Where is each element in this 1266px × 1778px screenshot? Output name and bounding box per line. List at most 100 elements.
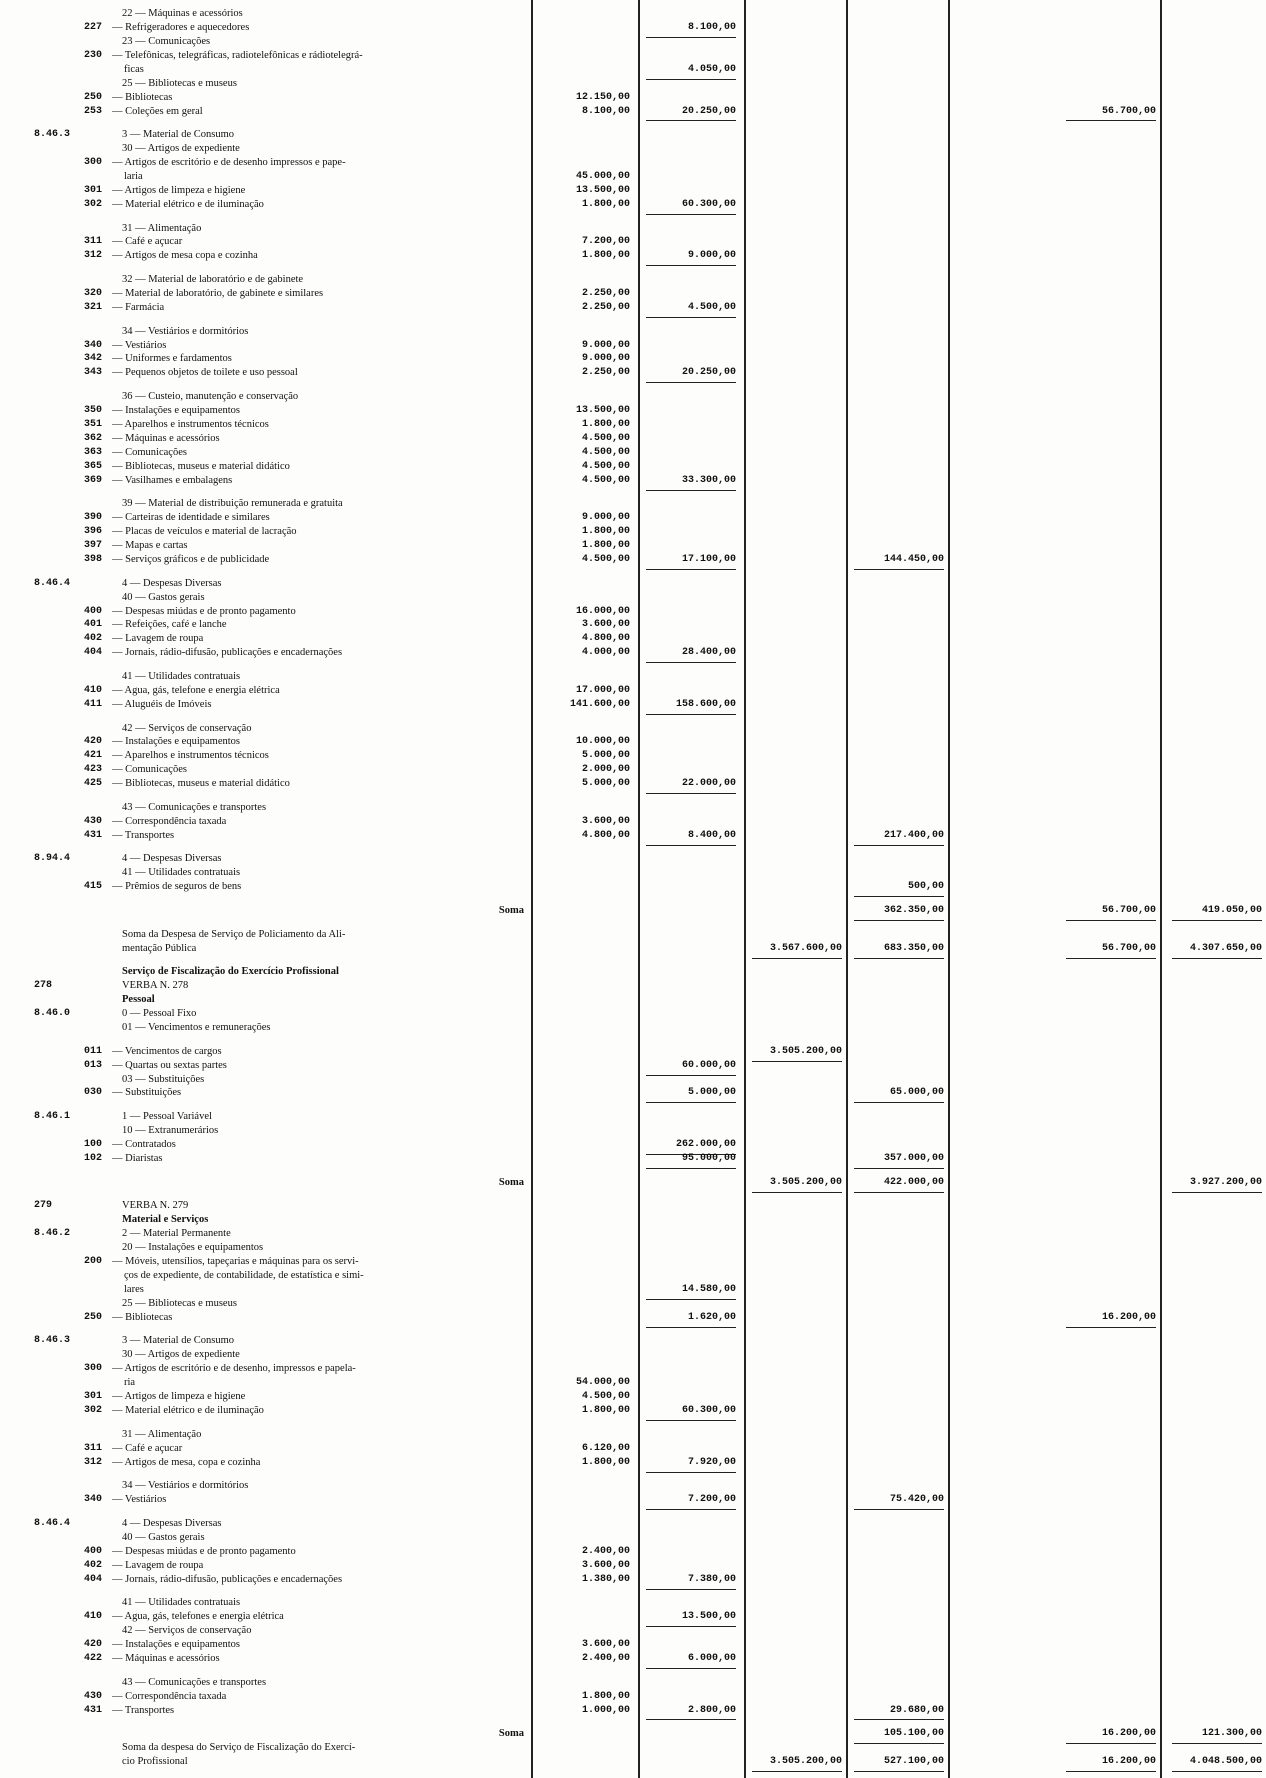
rule xyxy=(646,662,736,664)
amount: 33.300,00 xyxy=(681,474,736,486)
rule xyxy=(1172,1743,1262,1745)
amount: 2.400,00 xyxy=(581,1545,630,1557)
amount: 7.380,00 xyxy=(687,1573,736,1585)
amount: 362.350,00 xyxy=(883,905,944,917)
rule xyxy=(1066,1743,1156,1745)
heading: 4 — Despesas Diversas xyxy=(122,853,222,865)
item-text: — Bibliotecas xyxy=(112,1311,173,1323)
item-code: 402 xyxy=(84,633,103,645)
heading: 20 — Instalações e equipamentos xyxy=(122,1242,264,1254)
amount: 3.600,00 xyxy=(581,1559,630,1571)
item-text: — Jornais, rádio-difusão, publicações e … xyxy=(112,647,343,659)
rule xyxy=(1066,919,1156,921)
amount: 14.580,00 xyxy=(681,1283,736,1295)
heading: 25 — Bibliotecas e museus xyxy=(122,1297,237,1309)
total-label: Soma xyxy=(498,905,524,917)
amount: 22.000,00 xyxy=(681,778,736,790)
item-text: — Máquinas e acessórios xyxy=(112,432,220,444)
item-text: — Comunicações xyxy=(112,764,187,776)
item-text: — Uniformes e fardamentos xyxy=(112,353,232,365)
heading: VERBA N. 278 xyxy=(122,980,189,992)
rule xyxy=(854,896,944,898)
amount: 7.920,00 xyxy=(687,1456,736,1468)
amount: 4.500,00 xyxy=(581,446,630,458)
item-code: 397 xyxy=(84,540,103,552)
section-code: 8.46.4 xyxy=(34,1517,71,1529)
heading: Soma da Despesa de Serviço de Policiamen… xyxy=(122,928,346,940)
item-text: — Bibliotecas xyxy=(112,91,173,103)
amount: 4.307.650,00 xyxy=(1189,942,1262,954)
heading: 42 — Serviços de conservação xyxy=(122,1625,252,1637)
amount: 5.000,00 xyxy=(581,778,630,790)
item-text: ços de expediente, de contabilidade, de … xyxy=(124,1269,364,1281)
item-text: — Material de laboratório, de gabinete e… xyxy=(112,287,324,299)
amount: 1.000,00 xyxy=(581,1704,630,1716)
amount: 12.150,00 xyxy=(575,91,630,103)
amount: 16.200,00 xyxy=(1101,1311,1156,1323)
item-text: — Instalações e equipamentos xyxy=(112,404,240,416)
item-code: 410 xyxy=(84,1611,103,1623)
heading: 31 — Alimentação xyxy=(122,222,202,234)
section-code: 278 xyxy=(34,980,53,992)
amount: 3.600,00 xyxy=(581,815,630,827)
item-code: 030 xyxy=(84,1087,103,1099)
amount: 4.500,00 xyxy=(581,554,630,565)
rule xyxy=(646,265,736,267)
item-text: — Mapas e cartas xyxy=(112,540,188,552)
rule xyxy=(854,957,944,959)
heading: 39 — Material de distribuição remunerada… xyxy=(122,498,343,510)
item-code: 250 xyxy=(84,1311,103,1323)
heading: 31 — Alimentação xyxy=(122,1428,202,1440)
item-code: 369 xyxy=(84,474,103,486)
rule xyxy=(646,1667,736,1669)
item-code: 230 xyxy=(84,49,103,61)
rule xyxy=(646,120,736,122)
rule xyxy=(646,713,736,715)
rule xyxy=(646,844,736,846)
item-code: 400 xyxy=(84,605,103,617)
item-code: 422 xyxy=(84,1652,103,1664)
amount: 20.250,00 xyxy=(681,105,736,117)
item-code: 430 xyxy=(84,815,103,827)
rule xyxy=(1066,120,1156,122)
heading: 42 — Serviços de conservação xyxy=(122,722,252,734)
amount: 4.800,00 xyxy=(581,633,630,645)
item-code: 402 xyxy=(84,1559,103,1571)
heading: 10 — Extranumerários xyxy=(122,1125,219,1137)
rule xyxy=(646,1298,736,1300)
rule xyxy=(1172,1191,1262,1193)
column-rule xyxy=(948,0,950,1778)
section-code: 8.46.4 xyxy=(34,577,71,589)
item-code: 431 xyxy=(84,829,103,841)
rule xyxy=(646,1153,736,1155)
item-text: — Despesas miúdas e de pronto pagamento xyxy=(112,605,296,617)
amount: 1.800,00 xyxy=(581,250,630,262)
amount: 2.800,00 xyxy=(687,1704,736,1716)
item-code: 300 xyxy=(84,1363,103,1375)
rule xyxy=(646,1588,736,1590)
amount: 4.050,00 xyxy=(687,63,736,75)
item-code: 404 xyxy=(84,1573,103,1585)
item-text: — Instalações e equipamentos xyxy=(112,736,240,748)
item-code: 425 xyxy=(84,778,103,790)
amount: 7.200,00 xyxy=(581,236,630,248)
item-text: — Aparelhos e instrumentos técnicos xyxy=(112,750,269,762)
item-code: 410 xyxy=(84,684,103,696)
amount: 3.505.200,00 xyxy=(769,1176,842,1188)
item-text: — Vestiários xyxy=(112,339,167,351)
rule xyxy=(646,489,736,491)
rule xyxy=(646,78,736,80)
rule xyxy=(646,316,736,318)
amount: 3.600,00 xyxy=(581,1639,630,1651)
heading: VERBA N. 279 xyxy=(122,1200,189,1212)
rule xyxy=(646,36,736,38)
item-code: 420 xyxy=(84,1639,103,1651)
amount: 1.800,00 xyxy=(581,198,630,210)
heading: mentação Pública xyxy=(122,942,197,954)
heading: 32 — Material de laboratório e de gabine… xyxy=(122,274,304,286)
item-code: 431 xyxy=(84,1704,103,1716)
item-text: — Máquinas e acessórios xyxy=(112,1652,220,1664)
item-text: — Café e açucar xyxy=(112,236,183,248)
amount: 56.700,00 xyxy=(1101,905,1156,917)
